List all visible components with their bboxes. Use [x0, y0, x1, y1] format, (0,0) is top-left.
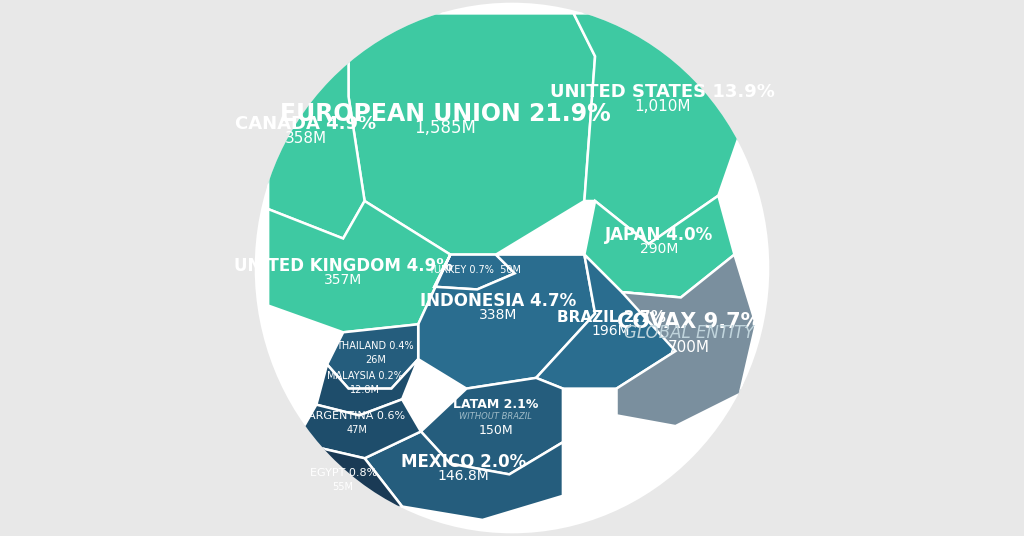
Text: LATAM 2.1%: LATAM 2.1%: [454, 398, 539, 411]
Text: THAILAND 0.4%: THAILAND 0.4%: [337, 341, 414, 351]
Text: MEXICO 2.0%: MEXICO 2.0%: [401, 453, 526, 471]
Polygon shape: [434, 255, 515, 289]
Text: GLOBAL ENTITY: GLOBAL ENTITY: [624, 324, 754, 343]
Text: 1,010M: 1,010M: [634, 99, 690, 114]
Polygon shape: [292, 442, 402, 517]
Text: 12.8M: 12.8M: [349, 385, 380, 394]
Text: EUROPEAN UNION 21.9%: EUROPEAN UNION 21.9%: [280, 102, 610, 125]
Text: TURKEY 0.7%  50M: TURKEY 0.7% 50M: [428, 265, 521, 275]
Text: 47M: 47M: [346, 426, 367, 435]
Polygon shape: [327, 324, 418, 389]
Text: INDONESIA 4.7%: INDONESIA 4.7%: [421, 292, 577, 310]
Ellipse shape: [255, 3, 769, 533]
Text: UNITED KINGDOM 4.9%: UNITED KINGDOM 4.9%: [233, 257, 453, 276]
Polygon shape: [365, 431, 563, 520]
Polygon shape: [316, 359, 418, 415]
Text: 338M: 338M: [479, 308, 518, 322]
Text: 290M: 290M: [640, 242, 679, 256]
Text: 196M: 196M: [592, 324, 631, 338]
Polygon shape: [616, 255, 756, 426]
Text: 26M: 26M: [365, 355, 386, 364]
Polygon shape: [585, 196, 734, 297]
Text: 358M: 358M: [285, 131, 327, 146]
Polygon shape: [418, 255, 595, 389]
Text: 55M: 55M: [333, 482, 353, 492]
Polygon shape: [268, 201, 451, 332]
Text: 700M: 700M: [668, 340, 710, 355]
Text: JAPAN 4.0%: JAPAN 4.0%: [605, 226, 714, 244]
Polygon shape: [537, 255, 681, 389]
Text: 357M: 357M: [324, 273, 362, 287]
Polygon shape: [421, 378, 563, 474]
Text: EGYPT 0.8%: EGYPT 0.8%: [309, 468, 377, 478]
Polygon shape: [573, 13, 761, 244]
Polygon shape: [295, 399, 421, 458]
Text: UNITED STATES 13.9%: UNITED STATES 13.9%: [550, 83, 774, 101]
Polygon shape: [268, 13, 365, 239]
Text: MALAYSIA 0.2%: MALAYSIA 0.2%: [327, 371, 402, 381]
Text: 146.8M: 146.8M: [438, 469, 489, 483]
Text: ARGENTINA 0.6%: ARGENTINA 0.6%: [308, 412, 406, 421]
Text: CANADA 4.9%: CANADA 4.9%: [236, 115, 376, 133]
Text: 150M: 150M: [478, 424, 513, 437]
Text: 1,585M: 1,585M: [414, 118, 476, 137]
Text: BRAZIL 2.7%: BRAZIL 2.7%: [557, 310, 666, 325]
Text: COVAX 9.7%: COVAX 9.7%: [616, 311, 761, 332]
Polygon shape: [348, 13, 595, 255]
Text: WITHOUT BRAZIL: WITHOUT BRAZIL: [460, 412, 532, 421]
